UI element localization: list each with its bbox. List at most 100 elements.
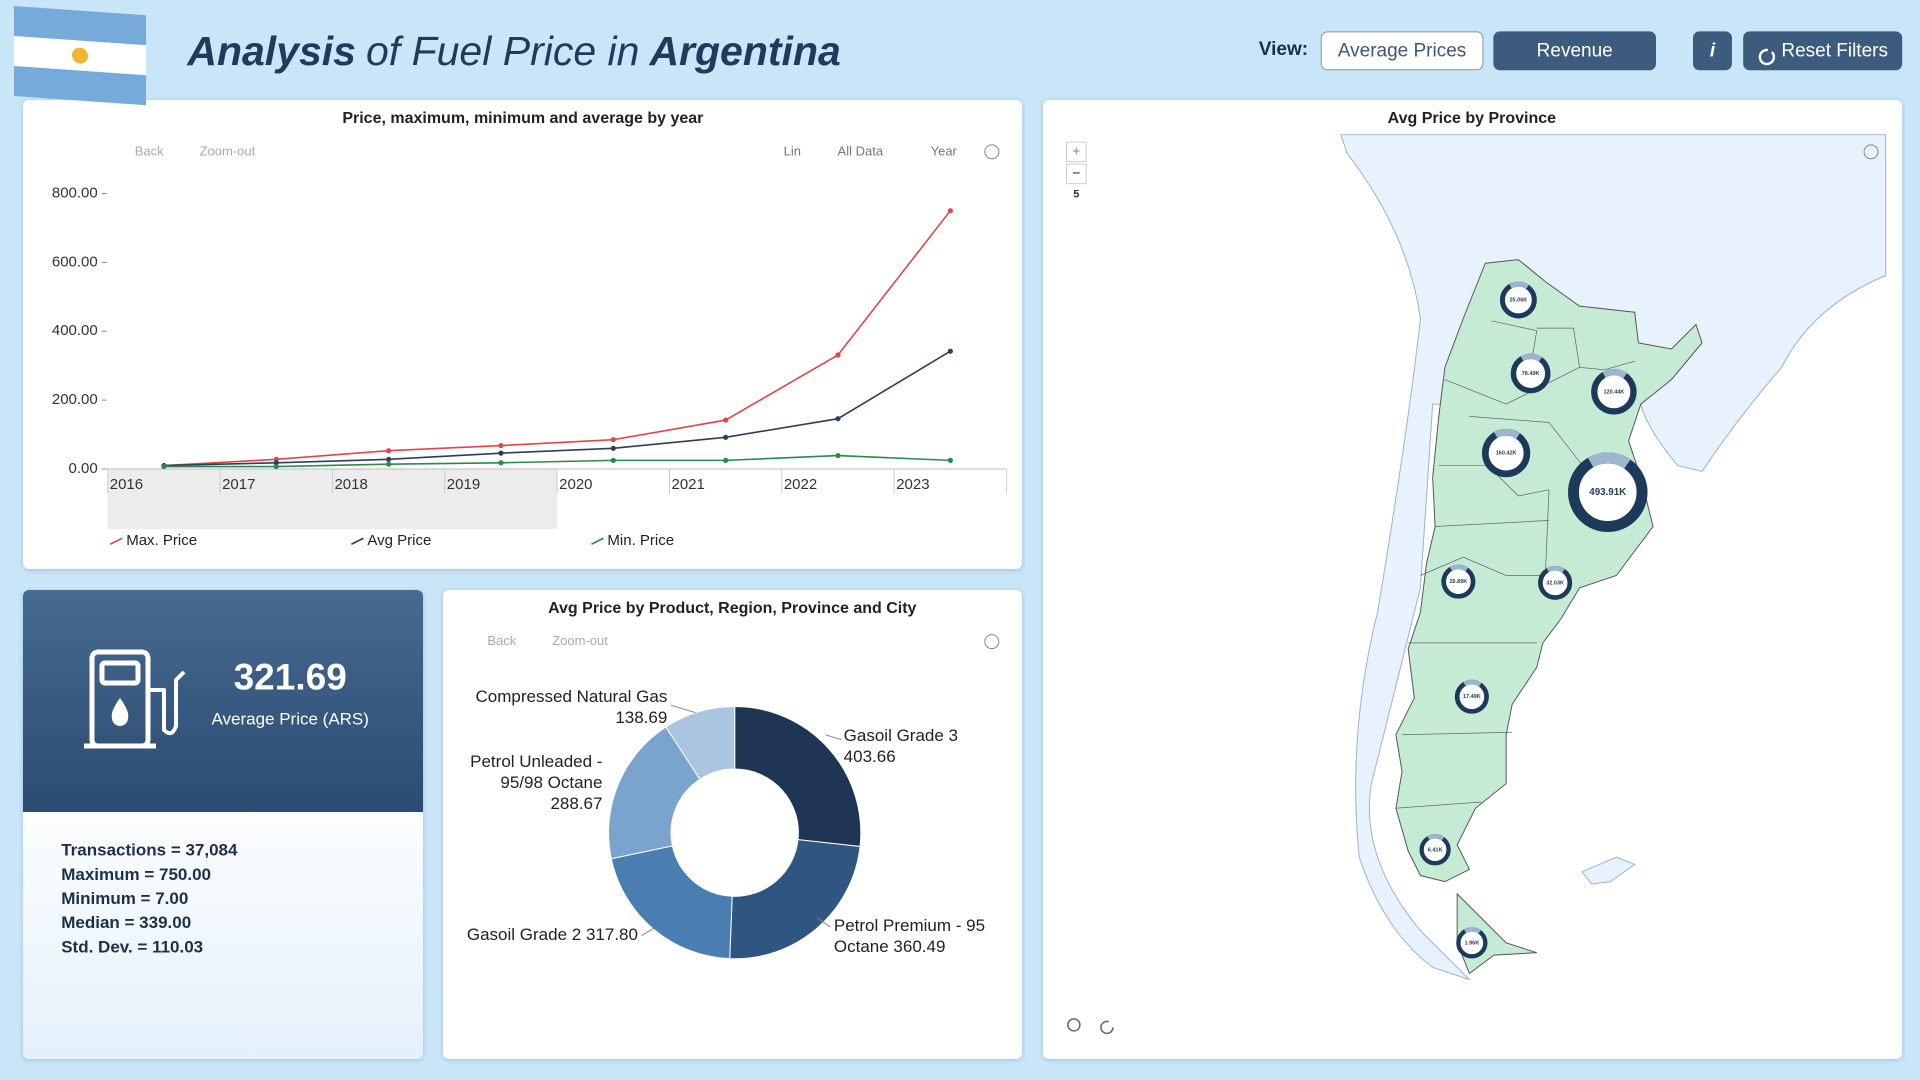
kpi-label: Average Price (ARS): [211, 709, 368, 728]
marker-label: 6.41K: [1428, 847, 1443, 853]
button[interactable]: [1743, 31, 1903, 71]
pump-hose: [148, 670, 186, 736]
islands: [1581, 856, 1636, 885]
point: [498, 450, 504, 456]
marker-segment: [1591, 369, 1637, 415]
y-tick-label: 400.00: [52, 322, 98, 339]
marker-label: 160.42K: [1496, 451, 1517, 457]
marker-segment: [1441, 564, 1476, 599]
donut-label: Petrol Unleaded - 95/98 Octane 288.67: [452, 751, 602, 814]
y-tick-label: 800.00: [52, 184, 98, 201]
toolbar-label: Year: [931, 143, 958, 158]
map-title: Avg Price by Province: [1388, 110, 1556, 127]
point: [273, 460, 279, 466]
donut-panel: [443, 590, 1022, 1059]
help-icon: [984, 634, 1000, 650]
donut-label: Petrol Premium - 95 Octane 360.49: [834, 915, 1009, 957]
point: [947, 208, 953, 214]
legend-swatch: [591, 537, 604, 545]
help-icon: [984, 144, 1000, 160]
series-line: [163, 454, 951, 468]
kpi-stat: Transactions = 37,084: [61, 841, 238, 860]
y-tick-label: 600.00: [52, 253, 98, 270]
legend-swatch: [351, 537, 364, 545]
marker-segment: [1538, 565, 1573, 600]
series-line: [163, 350, 951, 467]
point: [947, 348, 953, 354]
view-label: View:: [1259, 39, 1308, 60]
toolbar-label: Back: [487, 633, 516, 648]
legend-label: Max. Price: [126, 532, 197, 549]
flag: [14, 6, 146, 106]
button-label[interactable]: Reset Filters: [1781, 40, 1888, 61]
reset-icon: [1758, 48, 1775, 66]
legend-swatch: [109, 537, 123, 545]
toolbar-label: All Data: [838, 143, 884, 158]
province-borders: [1395, 320, 1635, 809]
leader-line: [825, 734, 842, 741]
button-label[interactable]: Average Prices: [1338, 40, 1467, 61]
zoom-in-button[interactable]: [1066, 141, 1087, 163]
button-label[interactable]: Revenue: [1537, 40, 1613, 61]
marker-segment: [1499, 281, 1537, 319]
point: [610, 445, 616, 451]
zoom-out-label[interactable]: −: [1072, 165, 1080, 181]
x-tick-label: 2019: [447, 476, 480, 493]
x-tick-label: 2020: [559, 476, 592, 493]
marker-label: 26.89K: [1450, 579, 1468, 585]
marker-label: 78.49K: [1522, 371, 1540, 377]
donut-value: 360.49: [893, 936, 946, 956]
donut-slice: [734, 706, 862, 848]
point: [386, 448, 392, 454]
kpi-stat: Std. Dev. = 110.03: [61, 937, 203, 956]
marker-label: 493.91K: [1589, 487, 1626, 498]
title-part: of Fuel Price in: [366, 28, 639, 74]
donut-category: Gasoil Grade 2: [466, 925, 582, 945]
marker-segment: [1419, 834, 1451, 866]
donut-slice: [729, 839, 861, 960]
point: [835, 452, 841, 459]
donut-label: Gasoil Grade 3 403.66: [844, 725, 1004, 767]
point: [835, 416, 841, 422]
pump-screen: [99, 660, 141, 686]
kpi-stat: Maximum = 750.00: [61, 865, 211, 884]
flag-sun: [72, 47, 88, 64]
refresh-icon: [1100, 1020, 1114, 1035]
flag-stripe: [14, 6, 146, 46]
y-tick-label: 200.00: [52, 391, 98, 408]
donut-value: 317.80: [585, 925, 638, 945]
lasso-icon: [1067, 1018, 1081, 1032]
marker-segment: [1567, 452, 1648, 533]
point: [386, 456, 392, 462]
marker-label: 1.96K: [1465, 940, 1480, 946]
series-line: [163, 210, 951, 467]
button[interactable]: [1692, 31, 1732, 71]
point: [498, 460, 504, 466]
legend-label: Min. Price: [607, 532, 674, 549]
donut-value: 288.67: [550, 793, 603, 813]
button[interactable]: [1320, 31, 1484, 71]
donut-category: Compressed Natural Gas: [475, 686, 668, 706]
x-tick-label: 2022: [784, 476, 817, 493]
leader-line: [817, 917, 831, 928]
toolbar-label: Lin: [784, 143, 801, 158]
button[interactable]: [1493, 31, 1657, 71]
x-tick-label: 2023: [896, 476, 929, 493]
dashboard-title: Analysis of Fuel Price in Argentina: [186, 28, 840, 74]
x-tick-label: 2018: [334, 476, 367, 493]
marker-segment: [1481, 428, 1531, 478]
point: [723, 434, 729, 440]
marker-label: 25.06K: [1510, 297, 1528, 303]
marker-segment: [1454, 679, 1489, 714]
zoom-in-label[interactable]: +: [1072, 143, 1080, 159]
donut-label: Gasoil Grade 2 317.80: [418, 924, 638, 945]
zoom-out-button[interactable]: [1066, 163, 1087, 185]
chart-title: Price, maximum, minimum and average by y…: [342, 110, 703, 127]
point: [610, 457, 616, 463]
button-label[interactable]: i: [1710, 40, 1716, 61]
kpi-stat: Minimum = 7.00: [61, 889, 188, 908]
